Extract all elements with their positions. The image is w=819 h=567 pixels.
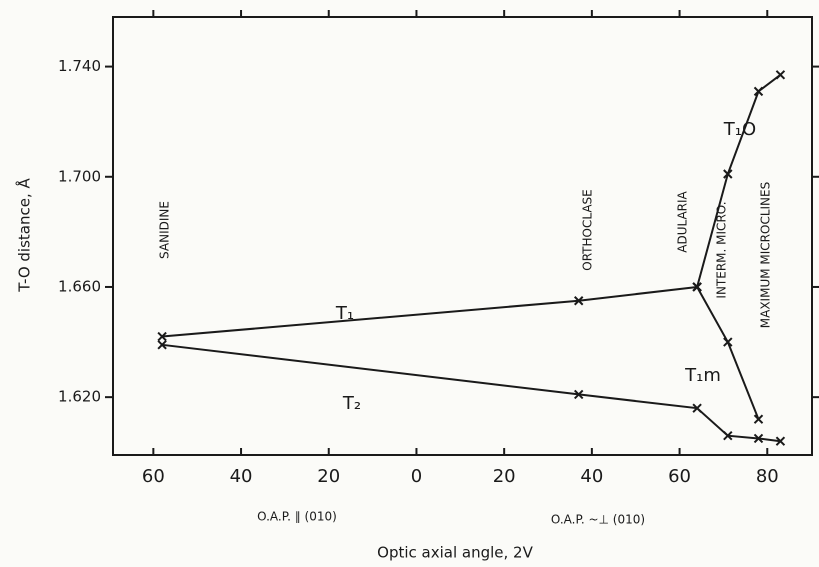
data-point [775, 70, 786, 80]
region-label: ADULARIA [676, 190, 690, 252]
x-region-label: O.A.P. ∥ (010) [257, 510, 337, 524]
x-tick-label: 80 [756, 466, 779, 487]
y-tick-label: 1.660 [58, 277, 101, 295]
data-point [753, 414, 764, 424]
data-point [753, 86, 764, 97]
region-label: ORTHOCLASE [581, 189, 595, 270]
data-point [692, 282, 702, 292]
y-tick-label: 1.620 [58, 388, 101, 406]
series-line [696, 74, 782, 288]
data-point [723, 169, 733, 179]
x-tick-label: 60 [668, 466, 691, 487]
x-tick-label: 40 [580, 466, 603, 487]
x-axis-label: Optic axial angle, 2V [377, 544, 533, 562]
y-tick-label: 1.700 [58, 167, 101, 185]
data-point [753, 433, 764, 444]
x-tick-label: 20 [493, 466, 516, 487]
x-tick-label: 20 [317, 466, 340, 487]
series-label: T₁ [335, 303, 354, 324]
region-label: MAXIMUM MICROCLINES [759, 182, 773, 328]
y-tick-label: 1.740 [58, 57, 101, 75]
x-tick-label: 40 [230, 466, 253, 487]
plot-frame [112, 16, 813, 456]
region-label: SANIDINE [158, 201, 172, 259]
data-point [775, 436, 786, 446]
series-label: T₁m [684, 365, 721, 386]
series-line [161, 343, 781, 443]
data-point [157, 340, 167, 350]
series-label: T₁O [723, 119, 756, 140]
series-label: T₂ [342, 393, 361, 414]
data-point [574, 389, 584, 400]
x-tick-label: 60 [142, 466, 165, 487]
y-axis-label: T-O distance, Å [15, 177, 34, 292]
data-point [157, 331, 167, 342]
x-region-label: O.A.P. ~⊥ (010) [551, 513, 645, 527]
series-line [696, 286, 760, 420]
region-label: INTERM. MICRO. [715, 201, 729, 298]
x-tick-label: 0 [411, 466, 422, 487]
data-point [723, 337, 733, 347]
data-point [692, 403, 702, 413]
series-line [162, 285, 698, 338]
data-point [723, 431, 733, 441]
data-point [574, 296, 584, 306]
